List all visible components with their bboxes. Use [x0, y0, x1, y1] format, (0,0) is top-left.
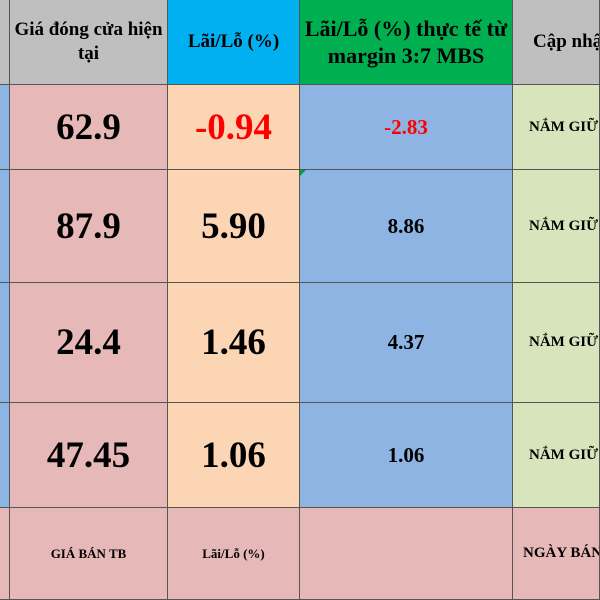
header-cell: Giá đóng cửa hiện tại [10, 0, 168, 85]
table-cell: NẮM GIỮ [513, 283, 600, 403]
table-cell: 47.45 [10, 403, 168, 508]
table-cell: NẮM GIỮ [513, 403, 600, 508]
header-cell: Cập nhật [513, 0, 600, 85]
header-cell: Lãi/Lỗ (%) [168, 0, 300, 85]
table-cell: 5.90 [168, 170, 300, 283]
header-cell [0, 0, 10, 85]
table-cell [0, 283, 10, 403]
table-cell [0, 170, 10, 283]
footer-cell: GIÁ BÁN TB [10, 508, 168, 600]
table-cell: 87.9 [10, 170, 168, 283]
cell-marker [300, 170, 306, 176]
table-cell: NẮM GIỮ [513, 170, 600, 283]
table-cell: 1.06 [168, 403, 300, 508]
footer-cell: Lãi/Lỗ (%) [168, 508, 300, 600]
footer-cell [0, 508, 10, 600]
footer-cell: NGÀY BÁN [513, 508, 600, 600]
table-cell: 8.86 [300, 170, 513, 283]
table-cell: 62.9 [10, 85, 168, 170]
table-cell [0, 85, 10, 170]
header-cell: Lãi/Lỗ (%) thực tế từ margin 3:7 MBS [300, 0, 513, 85]
table-cell: NẮM GIỮ [513, 85, 600, 170]
table-cell [0, 403, 10, 508]
table-cell: -0.94 [168, 85, 300, 170]
table-cell: 1.46 [168, 283, 300, 403]
table-cell: 4.37 [300, 283, 513, 403]
footer-cell [300, 508, 513, 600]
table-cell: 24.4 [10, 283, 168, 403]
table-cell: -2.83 [300, 85, 513, 170]
table-cell: 1.06 [300, 403, 513, 508]
